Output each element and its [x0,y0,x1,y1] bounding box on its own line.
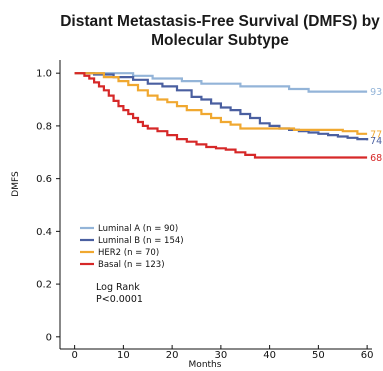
km-curve-2 [74,72,369,141]
x-tick-label: 40 [263,350,276,361]
x-tick-label: 20 [166,350,179,361]
y-tick-label: 0.8 [36,121,52,132]
km-curve-1 [74,72,368,93]
legend: Luminal A (n = 90) Luminal B (n = 154) HER… [80,224,184,270]
y-tick-label: 0.4 [36,227,52,238]
chart-title-line-2: Molecular Subtype [151,32,289,49]
x-tick-label: 30 [215,350,228,361]
x-axis-label: Months [189,360,222,370]
log-rank-label: Log Rank [96,282,140,293]
legend-label-1: Luminal A (n = 90) [98,224,178,234]
p-value-label: P<0.0001 [96,294,143,305]
chart-title-line-1: Distant Metastasis-Free Survival (DMFS) … [60,13,380,30]
y-tick-label: 0.2 [36,280,52,291]
legend-label-4: Basal (n = 123) [98,260,165,270]
y-tick-label: 0.6 [36,174,52,185]
km-curve-4 [74,72,368,159]
end-label-2: 74 [370,136,382,147]
end-label-4: 68 [370,153,382,164]
km-curve-3 [74,72,368,135]
axes: 0 0.2 0.4 0.6 0.8 1.0 0 10 20 30 40 50 60 [36,60,373,361]
end-label-3: 77 [370,129,382,140]
y-tick-label: 0 [46,332,52,343]
y-tick-label: 1.0 [36,69,52,80]
x-tick-label: 60 [361,350,374,361]
legend-label-3: HER2 (n = 70) [98,248,159,258]
y-axis-label: DMFS [11,171,21,197]
x-tick-label: 10 [117,350,130,361]
x-tick-label: 50 [312,350,325,361]
x-tick-label: 0 [71,350,77,361]
end-label-1: 93 [370,87,382,98]
legend-label-2: Luminal B (n = 154) [98,236,184,246]
